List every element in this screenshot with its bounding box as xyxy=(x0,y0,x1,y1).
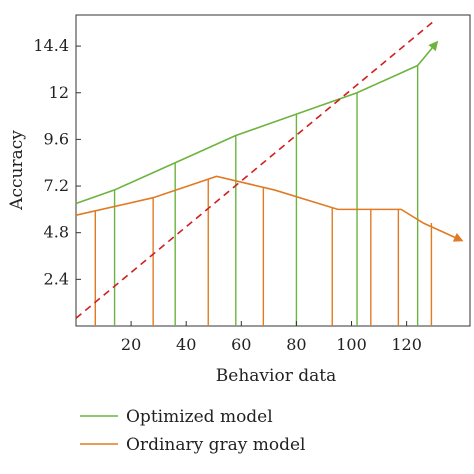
series-layer xyxy=(75,40,464,242)
reference-layer xyxy=(75,20,435,319)
x-tick-label: 120 xyxy=(391,335,422,354)
x-tick-label: 80 xyxy=(286,335,306,354)
y-tick-label: 12 xyxy=(49,83,69,102)
drop-lines xyxy=(94,65,433,326)
y-tick-label: 4.8 xyxy=(44,223,69,242)
ticks: 20 40 60 80 100 120 2.4 4.8 7.2 9.6 12 14.4 xyxy=(33,36,422,354)
series-arrow-ordinary xyxy=(422,222,464,242)
y-tick-label: 7.2 xyxy=(44,176,69,195)
y-tick-label: 9.6 xyxy=(44,129,69,148)
axes xyxy=(75,14,471,327)
x-axis-title: Behavior data xyxy=(216,366,336,386)
reference-dashed-line xyxy=(75,20,435,319)
legend-label-ordinary: Ordinary gray model xyxy=(126,435,306,455)
y-tick-label: 2.4 xyxy=(44,269,69,288)
legend-label-optimized: Optimized model xyxy=(126,407,273,427)
x-tick-label: 60 xyxy=(231,335,251,354)
x-tick-label: 100 xyxy=(336,335,367,354)
y-axis-title: Accuracy xyxy=(7,130,27,211)
x-tick-label: 20 xyxy=(121,335,141,354)
series-arrow-optimized xyxy=(417,40,439,67)
plot-frame xyxy=(75,14,471,327)
legend: Optimized model Ordinary gray model xyxy=(80,407,306,455)
x-tick-label: 40 xyxy=(176,335,196,354)
y-tick-label: 14.4 xyxy=(33,36,69,55)
